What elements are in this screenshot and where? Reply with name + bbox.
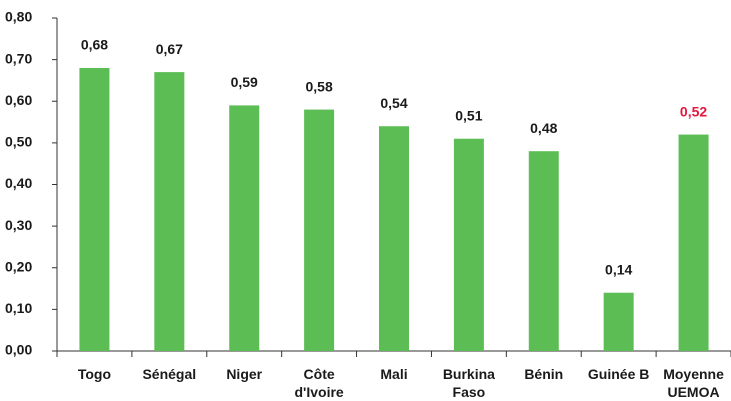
value-label: 0,51 <box>455 107 482 123</box>
bar <box>453 138 484 351</box>
value-label: 0,58 <box>305 78 332 94</box>
x-tick-label: Sénégal <box>142 366 197 382</box>
bar <box>154 72 185 352</box>
value-label: 0,14 <box>605 261 632 277</box>
x-tick-label: Togo <box>77 366 112 382</box>
x-tick-label: Guinée B <box>587 366 650 382</box>
y-tick-label: 0,30 <box>5 217 32 233</box>
y-tick-label: 0,80 <box>5 9 32 25</box>
x-tick-label: Côte d'Ivoire <box>294 366 344 400</box>
value-label: 0,67 <box>156 41 183 57</box>
y-tick-label: 0,10 <box>5 300 32 316</box>
x-tick-label: Burkina Faso <box>442 366 495 400</box>
value-label: 0,68 <box>81 37 108 53</box>
y-tick-label: 0,00 <box>5 342 32 358</box>
x-tick-label: Mali <box>380 366 408 382</box>
bar <box>229 105 260 351</box>
bar <box>379 126 409 351</box>
value-label: 0,59 <box>231 74 258 90</box>
y-tick-label: 0,20 <box>5 258 32 274</box>
y-tick-label: 0,40 <box>5 175 32 191</box>
value-label: 0,54 <box>380 95 407 111</box>
y-tick-label: 0,60 <box>5 92 32 108</box>
bar <box>603 292 634 351</box>
value-label: 0,52 <box>680 103 707 119</box>
y-tick-label: 0,70 <box>5 50 32 66</box>
bar <box>79 67 110 351</box>
y-tick-label: 0,50 <box>5 134 32 150</box>
bar <box>304 109 335 351</box>
bar <box>528 151 559 351</box>
x-tick-label: Moyenne UEMOA <box>663 366 724 400</box>
bar <box>678 134 709 351</box>
value-label: 0,48 <box>530 120 557 136</box>
x-tick-label: Niger <box>226 366 263 382</box>
x-tick-label: Bénin <box>524 366 564 382</box>
